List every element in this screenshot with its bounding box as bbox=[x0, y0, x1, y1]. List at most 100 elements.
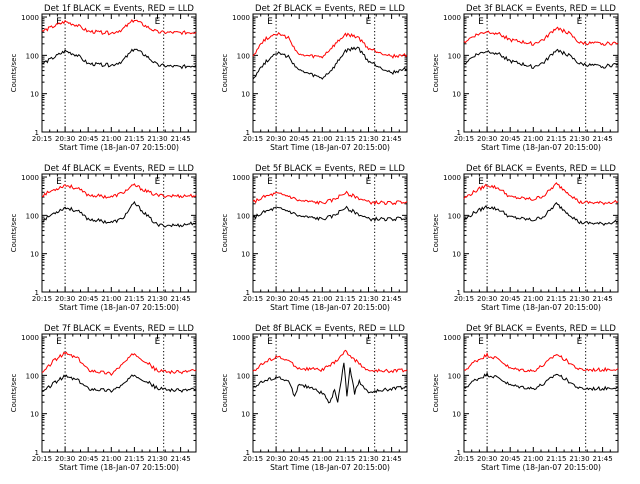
y-tick-label: 1 bbox=[246, 129, 250, 137]
chart-panel: Det 7f BLACK = Events, RED = LLD 1 10 100 10… bbox=[10, 324, 197, 472]
x-tick-label: 21:30 bbox=[147, 295, 167, 303]
y-tick-label: 100 bbox=[26, 212, 39, 220]
y-tick-label: 100 bbox=[26, 52, 39, 60]
x-tick-label: 20:15 bbox=[32, 455, 52, 463]
event-marker-label: E bbox=[366, 17, 372, 27]
y-tick-label: 1000 bbox=[232, 174, 250, 182]
x-axis-label: Start Time (18-Jan-07 20:15:00) bbox=[59, 463, 179, 472]
x-axis-label: Start Time (18-Jan-07 20:15:00) bbox=[481, 143, 601, 152]
event-marker-label: E bbox=[577, 17, 583, 27]
x-axis-label: Start Time (18-Jan-07 20:15:00) bbox=[59, 143, 179, 152]
y-tick-label: 100 bbox=[448, 52, 461, 60]
y-tick-label: 100 bbox=[237, 52, 250, 60]
event-marker-label: E bbox=[577, 177, 583, 187]
x-tick-label: 21:00 bbox=[523, 455, 543, 463]
x-tick-label: 20:30 bbox=[55, 135, 75, 143]
y-tick-label: 1000 bbox=[443, 14, 461, 22]
y-axis-label: Counts/sec bbox=[221, 374, 229, 413]
x-tick-label: 21:45 bbox=[593, 135, 613, 143]
x-tick-label: 21:30 bbox=[147, 455, 167, 463]
series-line-events bbox=[252, 46, 408, 80]
x-tick-label: 20:15 bbox=[32, 295, 52, 303]
series-line-lld bbox=[463, 182, 619, 206]
x-tick-label: 20:45 bbox=[289, 135, 309, 143]
chart-title: Det 9f BLACK = Events, RED = LLD bbox=[466, 324, 616, 334]
y-tick-label: 1000 bbox=[21, 174, 39, 182]
event-marker-label: E bbox=[155, 177, 161, 187]
x-tick-label: 21:15 bbox=[546, 455, 566, 463]
series-line-lld bbox=[252, 349, 408, 374]
y-tick-label: 1 bbox=[246, 449, 250, 457]
x-tick-label: 20:30 bbox=[266, 295, 286, 303]
event-marker-label: E bbox=[478, 17, 484, 27]
y-axis-label: Counts/sec bbox=[432, 374, 440, 413]
x-tick-label: 21:45 bbox=[171, 295, 191, 303]
x-tick-label: 21:45 bbox=[171, 135, 191, 143]
y-tick-label: 1 bbox=[35, 449, 39, 457]
chart-panel: Det 5f BLACK = Events, RED = LLD 1 10 100 10… bbox=[221, 164, 408, 312]
chart-title: Det 1f BLACK = Events, RED = LLD bbox=[44, 4, 194, 14]
y-tick-label: 100 bbox=[448, 212, 461, 220]
x-tick-label: 21:00 bbox=[523, 295, 543, 303]
y-axis-label: Counts/sec bbox=[10, 54, 18, 93]
series-line-events bbox=[463, 48, 619, 69]
y-axis-label: Counts/sec bbox=[221, 54, 229, 93]
series-line-events bbox=[41, 48, 197, 70]
event-marker-label: E bbox=[267, 17, 273, 27]
x-tick-label: 21:15 bbox=[124, 135, 144, 143]
x-tick-label: 21:45 bbox=[382, 135, 402, 143]
event-marker-label: E bbox=[56, 337, 62, 347]
event-marker-label: E bbox=[267, 177, 273, 187]
x-tick-label: 20:45 bbox=[78, 295, 98, 303]
x-tick-label: 20:30 bbox=[477, 295, 497, 303]
x-tick-label: 20:15 bbox=[243, 135, 263, 143]
y-tick-label: 1000 bbox=[232, 14, 250, 22]
x-axis-label: Start Time (18-Jan-07 20:15:00) bbox=[481, 303, 601, 312]
x-tick-label: 20:45 bbox=[289, 455, 309, 463]
x-tick-label: 21:15 bbox=[124, 455, 144, 463]
x-tick-label: 21:15 bbox=[546, 295, 566, 303]
x-tick-label: 21:15 bbox=[546, 135, 566, 143]
x-tick-label: 20:30 bbox=[55, 455, 75, 463]
x-tick-label: 20:30 bbox=[266, 455, 286, 463]
series-line-lld bbox=[252, 190, 408, 206]
series-line-lld bbox=[41, 19, 197, 36]
x-axis-label: Start Time (18-Jan-07 20:15:00) bbox=[270, 303, 390, 312]
series-line-lld bbox=[463, 352, 619, 373]
y-tick-label: 10 bbox=[30, 411, 39, 419]
x-tick-label: 20:15 bbox=[32, 135, 52, 143]
x-tick-label: 21:45 bbox=[593, 455, 613, 463]
y-tick-label: 1000 bbox=[232, 334, 250, 342]
x-tick-label: 21:30 bbox=[569, 455, 589, 463]
x-tick-label: 21:30 bbox=[569, 135, 589, 143]
y-tick-label: 10 bbox=[452, 91, 461, 99]
x-tick-label: 20:45 bbox=[289, 295, 309, 303]
y-tick-label: 10 bbox=[452, 251, 461, 259]
y-tick-label: 1 bbox=[35, 289, 39, 297]
y-tick-label: 10 bbox=[452, 411, 461, 419]
event-marker-label: E bbox=[155, 337, 161, 347]
x-tick-label: 21:00 bbox=[101, 295, 121, 303]
chart-panel: Det 3f BLACK = Events, RED = LLD 1 10 100 10… bbox=[432, 4, 619, 152]
x-tick-label: 20:45 bbox=[78, 135, 98, 143]
x-tick-label: 21:30 bbox=[358, 455, 378, 463]
chart-title: Det 3f BLACK = Events, RED = LLD bbox=[466, 4, 616, 14]
series-line-lld bbox=[463, 26, 619, 46]
series-line-events bbox=[463, 371, 619, 391]
event-marker-label: E bbox=[478, 177, 484, 187]
y-tick-label: 10 bbox=[241, 411, 250, 419]
x-tick-label: 20:45 bbox=[500, 455, 520, 463]
chart-panel: Det 9f BLACK = Events, RED = LLD 1 10 100 10… bbox=[432, 324, 619, 472]
y-tick-label: 1000 bbox=[443, 174, 461, 182]
x-tick-label: 20:15 bbox=[454, 295, 474, 303]
y-axis-label: Counts/sec bbox=[10, 214, 18, 253]
series-line-lld bbox=[41, 351, 197, 377]
chart-panel: Det 1f BLACK = Events, RED = LLD 1 10 100 10… bbox=[10, 4, 197, 152]
y-tick-label: 10 bbox=[241, 251, 250, 259]
chart-title: Det 5f BLACK = Events, RED = LLD bbox=[255, 164, 405, 174]
event-marker-label: E bbox=[267, 337, 273, 347]
x-tick-label: 20:30 bbox=[55, 295, 75, 303]
y-axis-label: Counts/sec bbox=[221, 214, 229, 253]
